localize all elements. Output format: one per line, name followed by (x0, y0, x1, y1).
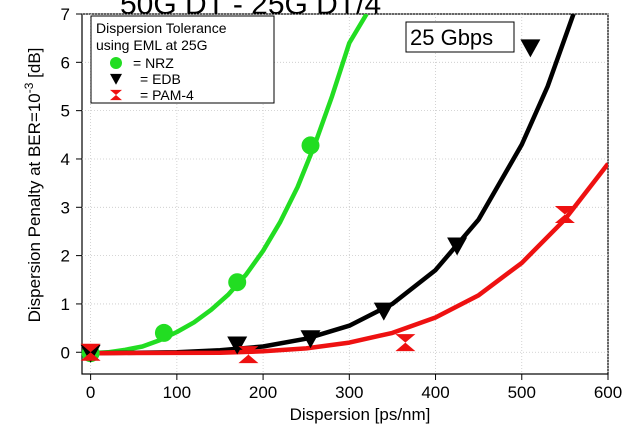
data-point-edb (447, 237, 468, 256)
y-axis-title-exponent: -3 (22, 82, 36, 93)
legend-label-edb: = EDB (140, 71, 181, 87)
y-tick-label: 1 (61, 295, 70, 314)
data-point-edb (227, 336, 248, 355)
x-tick-label: 300 (335, 383, 363, 402)
legend-marker-edb (110, 73, 122, 85)
legend: Dispersion Tolerance using EML at 25G = … (90, 15, 275, 104)
y-axis-title: Dispersion Penalty at BER=10-3 [dB] (22, 48, 44, 323)
y-axis-title-unit: [dB] (25, 48, 44, 83)
x-axis-ticks: 0 100 200 300 400 500 600 (86, 374, 622, 402)
bitrate-annotation-box (405, 21, 515, 53)
data-point-pam-4 (554, 206, 575, 224)
data-point-pam-4 (395, 334, 416, 352)
legend-box (90, 15, 275, 104)
data-point-nrz (154, 323, 173, 342)
legend-label-nrz: = NRZ (133, 55, 174, 71)
x-tick-label: 500 (508, 383, 536, 402)
legend-marker-nrz (110, 57, 122, 69)
legend-label-pam-4: = PAM-4 (140, 87, 194, 103)
bitrate-annotation: 25 Gbps (405, 21, 515, 53)
y-tick-label: 2 (61, 247, 70, 266)
y-tick-label: 6 (61, 53, 70, 72)
data-point-nrz (301, 136, 320, 155)
x-tick-label: 600 (594, 383, 622, 402)
legend-entries: = NRZ= EDB= PAM-4 (110, 55, 194, 103)
data-point-pam-4 (80, 343, 101, 361)
fit-line-nrz (90, 14, 369, 356)
y-tick-label: 3 (61, 198, 70, 217)
y-tick-label: 5 (61, 102, 70, 121)
y-axis-ticks: 0 1 2 3 4 5 6 7 (61, 5, 82, 362)
data-markers (80, 39, 575, 364)
x-tick-label: 400 (421, 383, 449, 402)
bitrate-annotation-text: 25 Gbps (410, 25, 493, 50)
data-point-pam-4 (238, 346, 259, 364)
data-point-nrz (228, 273, 247, 292)
x-tick-label: 100 (163, 383, 191, 402)
y-tick-label: 7 (61, 5, 70, 24)
y-tick-label: 0 (61, 343, 70, 362)
x-axis-title: Dispersion [ps/nm] (290, 405, 431, 424)
legend-title-line2: using EML at 25G (96, 37, 208, 53)
data-point-edb (520, 39, 541, 58)
data-point-edb (300, 330, 321, 349)
x-tick-label: 0 (86, 383, 95, 402)
y-axis-title-main: Dispersion Penalty at BER=10 (25, 93, 44, 322)
y-tick-label: 4 (61, 150, 70, 169)
x-tick-label: 200 (249, 383, 277, 402)
data-point-edb (373, 302, 394, 321)
legend-marker-pam-4 (110, 89, 122, 101)
grid-lines (82, 13, 609, 374)
legend-title-line1: Dispersion Tolerance (96, 20, 227, 36)
